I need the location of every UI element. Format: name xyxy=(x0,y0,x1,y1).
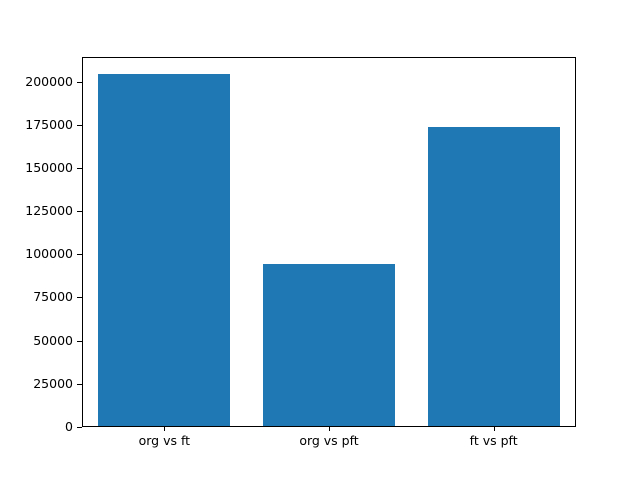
y-tick-mark xyxy=(77,254,82,256)
plot-area xyxy=(82,57,576,427)
y-tick-mark xyxy=(77,167,82,169)
x-tick-label: org vs ft xyxy=(138,433,191,448)
y-tick-mark xyxy=(77,211,82,213)
y-tick-mark xyxy=(77,383,82,385)
y-tick-label: 200000 xyxy=(25,73,73,89)
y-tick-label: 0 xyxy=(65,418,73,434)
y-tick-label: 50000 xyxy=(33,332,73,348)
y-tick-mark xyxy=(77,124,82,126)
x-tick-mark xyxy=(493,427,495,431)
x-tick-label: ft vs pft xyxy=(469,433,518,448)
y-tick-mark xyxy=(77,340,82,342)
x-tick-mark xyxy=(164,427,166,431)
x-tick-label: org vs pft xyxy=(299,433,359,448)
y-tick-mark xyxy=(77,297,82,299)
bar-org-vs-pft xyxy=(263,263,395,426)
y-tick-label: 75000 xyxy=(33,289,73,305)
bar-ft-vs-pft xyxy=(427,127,560,426)
y-tick-label: 25000 xyxy=(33,375,73,391)
bar-org-vs-ft xyxy=(98,73,231,426)
y-tick-mark xyxy=(77,81,82,83)
y-tick-label: 125000 xyxy=(25,202,73,218)
y-tick-label: 150000 xyxy=(25,159,73,175)
y-tick-label: 175000 xyxy=(25,116,73,132)
y-tick-mark xyxy=(77,427,82,428)
y-tick-label: 100000 xyxy=(25,246,73,261)
x-tick-mark xyxy=(329,427,330,431)
